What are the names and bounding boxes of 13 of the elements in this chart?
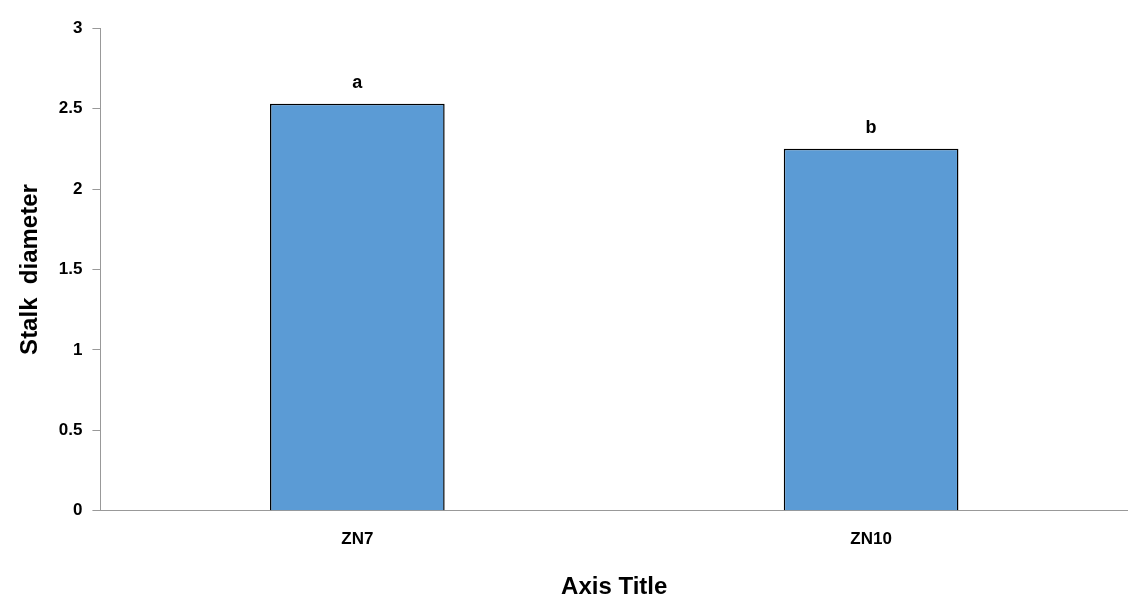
y-axis-title: Stalk diameter xyxy=(15,184,43,355)
y-tick-label: 1.5 xyxy=(58,259,83,279)
y-tick-label: 2.5 xyxy=(58,98,83,118)
x-tick-label: ZN7 xyxy=(341,528,374,548)
y-tick-label: 2 xyxy=(72,178,83,198)
x-axis-title: Axis Title xyxy=(561,572,668,600)
y-tick-label: 0 xyxy=(72,500,83,520)
y-tick-label: 0.5 xyxy=(58,420,83,440)
y-tick-label: 3 xyxy=(72,17,83,37)
y-tick-label: 1 xyxy=(72,339,83,359)
annotation: a xyxy=(352,71,364,92)
x-tick-label: ZN10 xyxy=(850,528,892,548)
annotation: b xyxy=(865,116,877,137)
